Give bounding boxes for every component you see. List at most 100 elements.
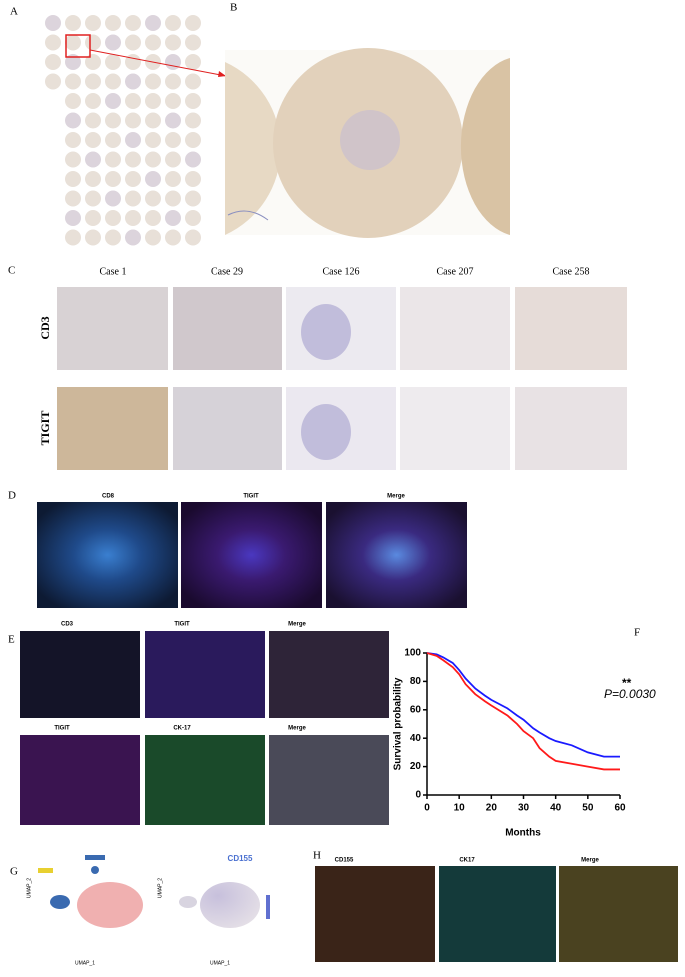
x-tick-label: 10 xyxy=(454,803,466,814)
umap-cluster xyxy=(200,882,260,928)
tissue-core xyxy=(105,190,121,207)
tissue-core xyxy=(185,34,201,51)
tissue-core xyxy=(105,112,121,129)
x-tick-label: 30 xyxy=(518,803,530,814)
arrow-head xyxy=(218,71,226,77)
x-tick-label: 50 xyxy=(582,803,594,814)
tissue-core xyxy=(65,229,81,246)
zoom-arrow xyxy=(89,49,227,77)
tissue-core xyxy=(145,151,161,168)
tissue-core xyxy=(105,151,121,168)
channel-title: Merge xyxy=(581,858,599,864)
tissue-core xyxy=(45,34,61,51)
tissue-core xyxy=(125,190,141,207)
tissue-core xyxy=(185,210,201,226)
tissue-core xyxy=(85,210,101,226)
tissue-core xyxy=(145,229,161,246)
umap-cluster xyxy=(91,866,99,874)
ihc-image xyxy=(57,387,168,470)
marker-title: CD155 xyxy=(228,854,253,863)
x-axis-label: UMAP_1 xyxy=(210,960,230,966)
tissue-core xyxy=(185,54,201,70)
row-label: TIGIT xyxy=(38,411,52,446)
tissue-core xyxy=(85,54,101,70)
x-tick-label: 20 xyxy=(486,803,498,814)
tissue-core xyxy=(165,34,181,51)
panel-label: A xyxy=(10,6,18,18)
channel-title: Merge xyxy=(288,622,306,628)
if-panel-d: CD8 TIGIT Merge xyxy=(37,494,467,608)
case-label: Case 207 xyxy=(437,266,474,277)
tissue-core xyxy=(185,93,201,109)
tissue-core xyxy=(185,73,201,90)
tissue-core xyxy=(85,93,101,109)
tissue-core xyxy=(185,15,201,31)
tissue-core xyxy=(165,210,181,226)
tissue-core xyxy=(145,93,161,109)
core-partial xyxy=(460,58,510,235)
case-label: Case 126 xyxy=(323,266,360,277)
tissue-core xyxy=(125,73,141,90)
ihc-image xyxy=(400,287,510,370)
if-image xyxy=(315,866,435,962)
tissue-core xyxy=(65,151,81,168)
case-label: Case 29 xyxy=(211,266,243,277)
tissue-core xyxy=(125,34,141,51)
tissue-core xyxy=(125,15,141,31)
tissue-core xyxy=(185,171,201,187)
tissue-core xyxy=(105,93,121,109)
y-tick-label: 0 xyxy=(415,790,421,801)
ihc-image xyxy=(515,387,627,470)
case-label: Case 258 xyxy=(553,266,590,277)
tissue-core xyxy=(145,112,161,129)
y-tick-label: 40 xyxy=(410,733,422,744)
lymph-aggregate xyxy=(301,304,351,360)
tissue-core xyxy=(145,171,161,187)
channel-title: Merge xyxy=(288,726,306,732)
tissue-core xyxy=(125,132,141,148)
y-tick-label: 20 xyxy=(410,761,422,772)
tissue-core xyxy=(65,93,81,109)
tissue-core xyxy=(165,15,181,31)
umap-cluster xyxy=(179,896,197,908)
tissue-core xyxy=(185,132,201,148)
tissue-core xyxy=(125,229,141,246)
tissue-core xyxy=(165,151,181,168)
umap-panel: UMAP_1 UMAP_2 CD155 UMAP_1 UMAP_2 xyxy=(26,854,270,966)
tissue-core xyxy=(85,190,101,207)
y-tick-label: 80 xyxy=(410,676,422,687)
tissue-core xyxy=(145,132,161,148)
if-image xyxy=(269,735,389,825)
tissue-core xyxy=(145,34,161,51)
tissue-core xyxy=(125,171,141,187)
p-value: P=0.0030 xyxy=(604,687,656,701)
tissue-core xyxy=(125,112,141,129)
tissue-core xyxy=(165,54,181,70)
channel-title: TIGIT xyxy=(174,622,190,628)
zoom-image xyxy=(225,48,510,238)
tissue-core xyxy=(45,54,61,70)
tissue-core xyxy=(105,15,121,31)
tissue-core xyxy=(125,151,141,168)
significance: ** xyxy=(622,676,632,690)
tissue-core xyxy=(65,73,81,90)
ihc-image xyxy=(57,287,168,370)
tissue-core xyxy=(65,210,81,226)
tissue-core xyxy=(125,210,141,226)
y-axis-label: UMAP_2 xyxy=(157,878,163,898)
tissue-core xyxy=(85,151,101,168)
lymph-aggregate xyxy=(301,404,351,460)
if-image xyxy=(145,631,265,718)
tissue-core xyxy=(185,190,201,207)
tissue-core xyxy=(165,229,181,246)
tissue-core xyxy=(85,34,101,51)
ihc-panel: Case 1 Case 29 Case 126 Case 207 Case 25… xyxy=(38,266,627,470)
ihc-images xyxy=(57,287,627,470)
x-tick-label: 60 xyxy=(614,803,626,814)
x-axis-label: Months xyxy=(505,828,541,839)
case-label: Case 1 xyxy=(100,266,127,277)
row-label: CD3 xyxy=(38,316,52,339)
umap-tag xyxy=(38,868,53,873)
tissue-core xyxy=(165,132,181,148)
tissue-core xyxy=(165,93,181,109)
